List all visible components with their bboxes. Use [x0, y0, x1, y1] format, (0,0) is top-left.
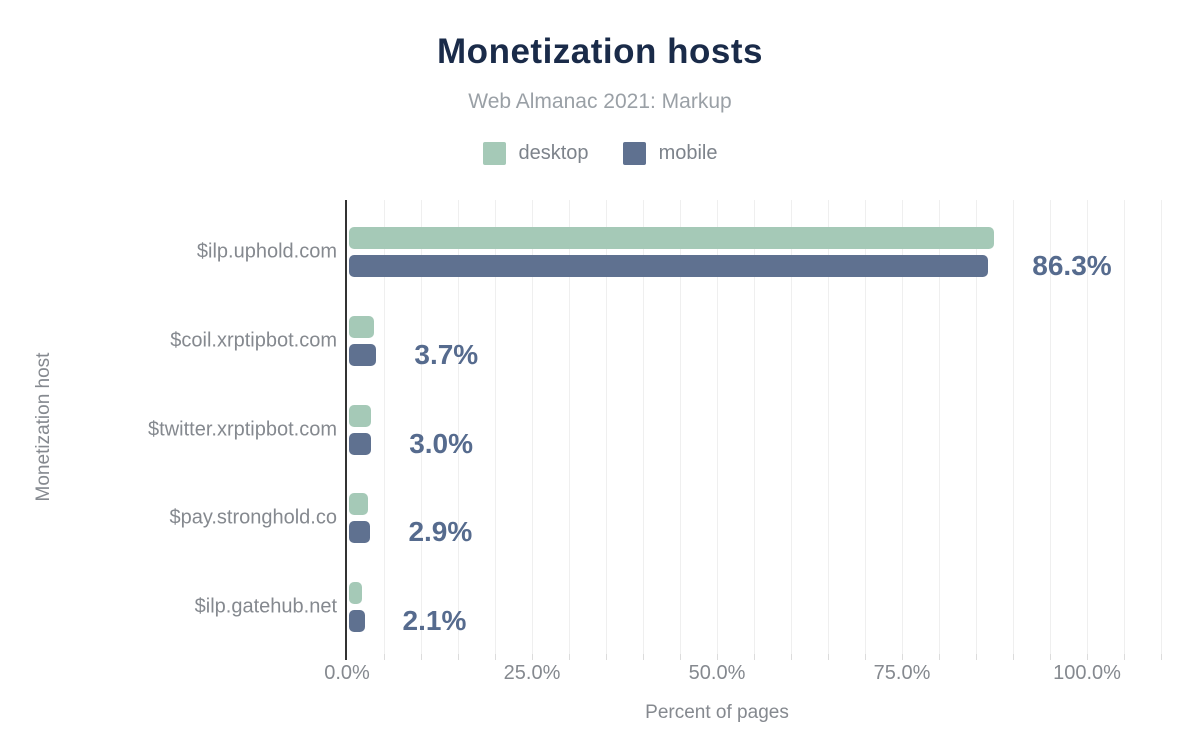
- axis-tick: [1161, 654, 1162, 660]
- value-label: 3.0%: [409, 427, 474, 459]
- gridline-5: [384, 200, 385, 654]
- bar-desktop: [349, 404, 372, 427]
- axis-tick: [680, 654, 681, 660]
- gridline-15: [458, 200, 459, 654]
- gridline-90: [1013, 200, 1014, 654]
- axis-tick: [791, 654, 792, 660]
- plot-area: [347, 200, 1167, 654]
- x-tick-label: 100.0%: [1053, 662, 1121, 684]
- gridline-35: [606, 200, 607, 654]
- value-label: 2.1%: [402, 605, 467, 636]
- axis-tick: [976, 654, 977, 660]
- gridline-55: [754, 200, 755, 654]
- x-axis-title: Percent of pages: [645, 702, 789, 723]
- gridline-50: [717, 200, 718, 654]
- bar-desktop: [349, 582, 363, 604]
- legend-item-desktop: desktop: [482, 142, 589, 165]
- axis-tick: [458, 654, 459, 660]
- legend-swatch-desktop: [482, 142, 506, 165]
- axis-tick: [1050, 654, 1051, 660]
- axis-tick: [902, 654, 903, 660]
- legend-swatch-mobile: [622, 142, 646, 165]
- bar-desktop: [349, 315, 375, 338]
- axis-tick: [421, 654, 422, 660]
- category-label: $ilp.uphold.com: [196, 240, 337, 263]
- x-tick-label: 50.0%: [688, 662, 746, 684]
- axis-tick: [569, 654, 570, 660]
- axis-tick: [1124, 654, 1125, 660]
- axis-tick: [1013, 654, 1014, 660]
- y-axis-title: Monetization host: [33, 352, 54, 502]
- axis-tick: [643, 654, 644, 660]
- axis-tick: [495, 654, 496, 660]
- axis-tick: [1087, 654, 1088, 660]
- x-tick-label: 75.0%: [873, 662, 931, 684]
- value-label: 2.9%: [408, 516, 473, 548]
- bar-desktop: [349, 493, 368, 516]
- gridline-75: [902, 200, 903, 654]
- bar-mobile: [349, 610, 365, 632]
- legend: desktop mobile: [0, 142, 1200, 165]
- axis-tick: [532, 654, 533, 660]
- category-label: $twitter.xrptipbot.com: [148, 418, 337, 440]
- bar-mobile: [349, 343, 377, 366]
- gridline-85: [976, 200, 977, 654]
- category-label: $pay.stronghold.co: [169, 506, 337, 529]
- gridline-20: [495, 200, 496, 654]
- gridline-25: [532, 200, 533, 654]
- gridline-110: [1161, 200, 1162, 654]
- gridline-10: [421, 200, 422, 654]
- bar-desktop: [349, 227, 995, 249]
- axis-tick: [384, 654, 385, 660]
- gridline-30: [569, 200, 570, 654]
- gridline-45: [680, 200, 681, 654]
- gridline-80: [939, 200, 940, 654]
- axis-tick: [717, 654, 718, 660]
- axis-tick: [754, 654, 755, 660]
- y-axis-line: [345, 200, 347, 660]
- gridline-40: [643, 200, 644, 654]
- value-label: 3.7%: [414, 338, 479, 370]
- gridline-65: [828, 200, 829, 654]
- value-label: 86.3%: [1032, 250, 1112, 281]
- bar-mobile: [349, 432, 372, 455]
- gridline-60: [791, 200, 792, 654]
- x-tick-label: 25.0%: [503, 662, 561, 684]
- bar-mobile: [349, 255, 988, 277]
- gridline-105: [1124, 200, 1125, 654]
- bar-mobile: [349, 521, 371, 544]
- axis-tick: [865, 654, 866, 660]
- legend-item-mobile: mobile: [622, 142, 718, 165]
- axis-tick: [828, 654, 829, 660]
- legend-label: desktop: [518, 142, 589, 164]
- category-label: $coil.xrptipbot.com: [170, 329, 337, 352]
- legend-label: mobile: [658, 142, 718, 164]
- gridline-100: [1087, 200, 1088, 654]
- gridline-70: [865, 200, 866, 654]
- chart-title: Monetization hosts: [437, 32, 763, 71]
- axis-tick: [939, 654, 940, 660]
- axis-tick: [606, 654, 607, 660]
- category-label: $ilp.gatehub.net: [194, 595, 337, 618]
- gridline-95: [1050, 200, 1051, 654]
- chart-subtitle: Web Almanac 2021: Markup: [468, 90, 732, 113]
- x-tick-label: 0.0%: [324, 662, 370, 684]
